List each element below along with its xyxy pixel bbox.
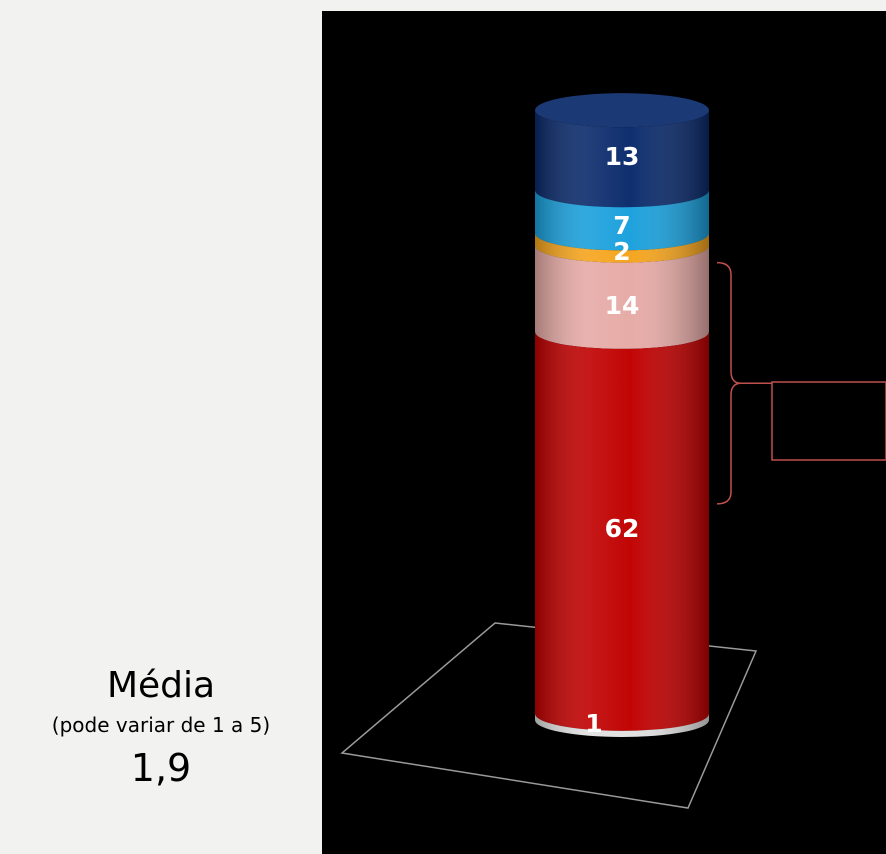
cylinder-segment-shading xyxy=(535,233,709,263)
data-label: 13 xyxy=(605,142,640,171)
cylinder-top-cap xyxy=(535,93,709,128)
mean-value: 1,9 xyxy=(130,746,192,790)
bracket-callout xyxy=(716,261,886,505)
data-labels: 1 62 14 27 13 xyxy=(585,142,639,738)
mean-title: Média xyxy=(106,665,216,706)
mean-box: Média (pode variar de 1 a 5) 1,9 xyxy=(0,665,322,791)
callout-box xyxy=(771,381,886,461)
data-label: 62 xyxy=(605,514,640,543)
cylinder-segment-shading xyxy=(535,331,709,731)
cylinder-segment-shading xyxy=(535,245,709,349)
data-label: 7 xyxy=(613,211,630,240)
data-label: 1 xyxy=(585,709,602,738)
cylinder-segment-shading xyxy=(535,190,709,251)
stacked-cylinder xyxy=(535,93,709,737)
cylinder-top-cap-highlight xyxy=(535,93,709,128)
bracket xyxy=(716,261,742,505)
cylinder-segment-shading xyxy=(535,110,709,208)
data-label: 2 xyxy=(613,237,630,266)
mean-range-note: (pode variar de 1 a 5) xyxy=(51,713,271,737)
chart-svg: 1 62 14 27 13 xyxy=(340,93,886,809)
data-label: 14 xyxy=(605,291,640,320)
plot-area: 1 62 14 2 7 13 xyxy=(322,11,886,854)
cylinder-segment-shading xyxy=(535,713,709,737)
